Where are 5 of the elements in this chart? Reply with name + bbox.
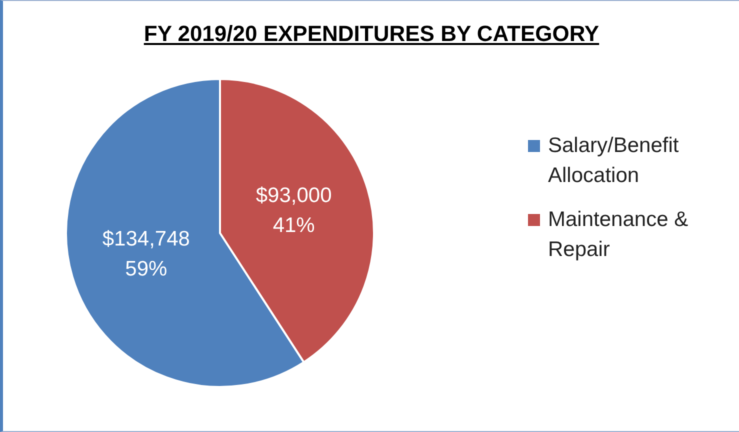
chart-title: FY 2019/20 EXPENDITURES BY CATEGORY [142, 21, 600, 47]
legend-label: Maintenance & Repair [548, 207, 690, 263]
data-label: $134,748 59% [102, 228, 190, 281]
data-label: $93,000 41% [256, 184, 332, 237]
legend-label: Salary/Benefit Allocation [548, 133, 680, 189]
